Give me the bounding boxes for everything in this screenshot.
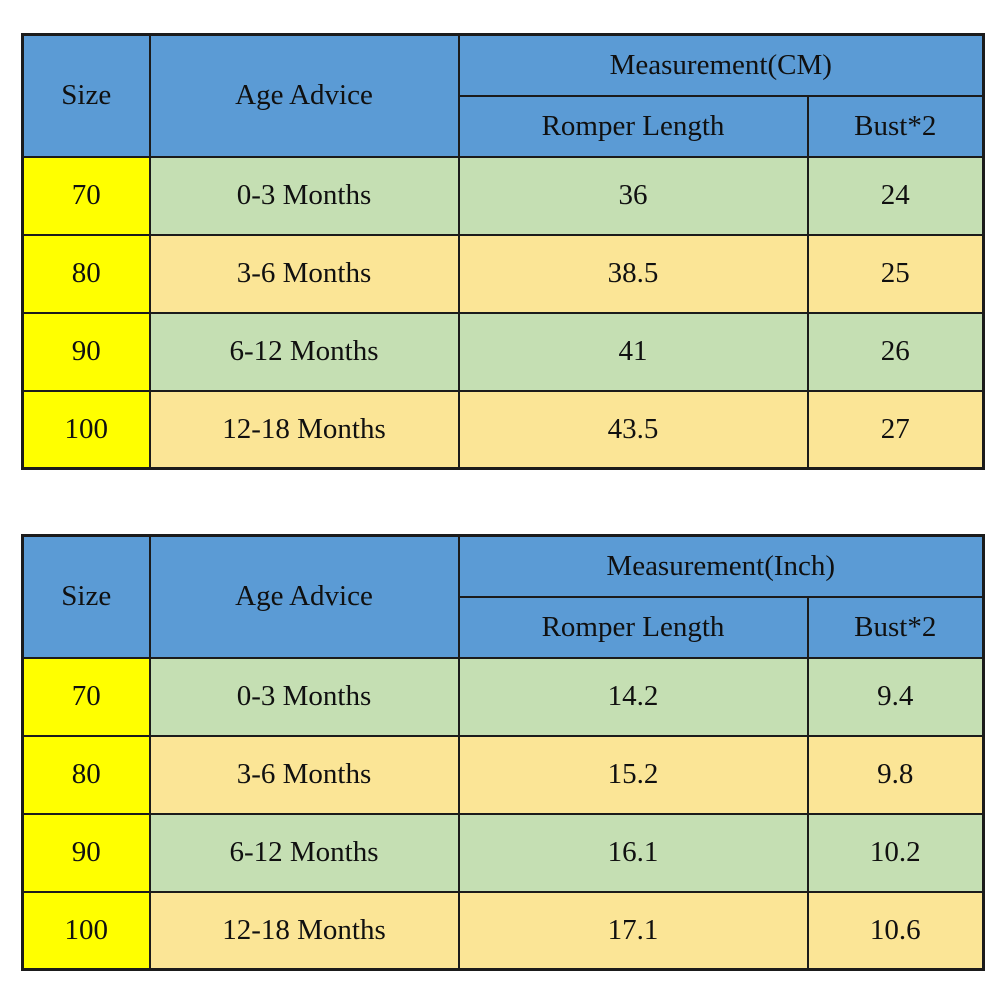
- cell-bust: 9.4: [806, 656, 985, 737]
- cell-bust: 10.2: [806, 812, 985, 893]
- header-cell-bust: Bust*2: [806, 595, 985, 659]
- header-cell-size: Size: [21, 33, 151, 158]
- cell-age: 3-6 Months: [148, 734, 460, 815]
- header-cell-romper-length: Romper Length: [457, 94, 809, 158]
- cell-romper-length: 36: [457, 155, 809, 236]
- cell-bust: 10.6: [806, 890, 985, 971]
- cell-bust: 26: [806, 311, 985, 392]
- header-row-sub: Romper Length Bust*2: [23, 595, 985, 659]
- size-table-inch: Size Age Advice Measurement(Inch) Romper…: [21, 534, 985, 971]
- cell-romper-length: 14.2: [457, 656, 809, 737]
- cell-size: 80: [21, 233, 151, 314]
- cell-size: 100: [21, 389, 151, 470]
- header-cell-size: Size: [21, 534, 151, 659]
- cell-age: 6-12 Months: [148, 812, 460, 893]
- header-row-sub: Romper Length Bust*2: [23, 94, 985, 158]
- cell-size: 100: [21, 890, 151, 971]
- cell-romper-length: 43.5: [457, 389, 809, 470]
- cell-bust: 27: [806, 389, 985, 470]
- size-table-cm: Size Age Advice Measurement(CM) Romper L…: [21, 33, 985, 470]
- header-cell-measurement-cm: Measurement(CM): [457, 33, 985, 97]
- cell-size: 90: [21, 812, 151, 893]
- cell-romper-length: 41: [457, 311, 809, 392]
- cell-romper-length: 17.1: [457, 890, 809, 971]
- table-row-size-70: 70 0-3 Months 36 24: [21, 155, 985, 236]
- cell-size: 80: [21, 734, 151, 815]
- cell-age: 6-12 Months: [148, 311, 460, 392]
- cell-age: 12-18 Months: [148, 389, 460, 470]
- table-row-size-90: 90 6-12 Months 16.1 10.2: [21, 812, 985, 893]
- header-row-group: Size Age Advice Measurement(CM): [21, 33, 985, 158]
- header-cell-bust: Bust*2: [806, 94, 985, 158]
- cell-romper-length: 38.5: [457, 233, 809, 314]
- cell-size: 90: [21, 311, 151, 392]
- header-cell-romper-length: Romper Length: [457, 595, 809, 659]
- cell-size: 70: [21, 155, 151, 236]
- table-row-size-70: 70 0-3 Months 14.2 9.4: [21, 656, 985, 737]
- cell-romper-length: 16.1: [457, 812, 809, 893]
- header-cell-age-advice: Age Advice: [148, 33, 460, 158]
- table-row-size-80: 80 3-6 Months 38.5 25: [21, 233, 985, 314]
- table-row-size-100: 100 12-18 Months 43.5 27: [21, 389, 985, 470]
- cell-age: 12-18 Months: [148, 890, 460, 971]
- cell-age: 0-3 Months: [148, 656, 460, 737]
- header-row-group: Size Age Advice Measurement(Inch): [21, 534, 985, 659]
- table-row-size-100: 100 12-18 Months 17.1 10.6: [21, 890, 985, 971]
- table-row-size-90: 90 6-12 Months 41 26: [21, 311, 985, 392]
- cell-bust: 9.8: [806, 734, 985, 815]
- cell-age: 3-6 Months: [148, 233, 460, 314]
- header-cell-age-advice: Age Advice: [148, 534, 460, 659]
- cell-bust: 25: [806, 233, 985, 314]
- header-cell-measurement-inch: Measurement(Inch): [457, 534, 985, 598]
- cell-age: 0-3 Months: [148, 155, 460, 236]
- cell-bust: 24: [806, 155, 985, 236]
- table-row-size-80: 80 3-6 Months 15.2 9.8: [21, 734, 985, 815]
- cell-size: 70: [21, 656, 151, 737]
- cell-romper-length: 15.2: [457, 734, 809, 815]
